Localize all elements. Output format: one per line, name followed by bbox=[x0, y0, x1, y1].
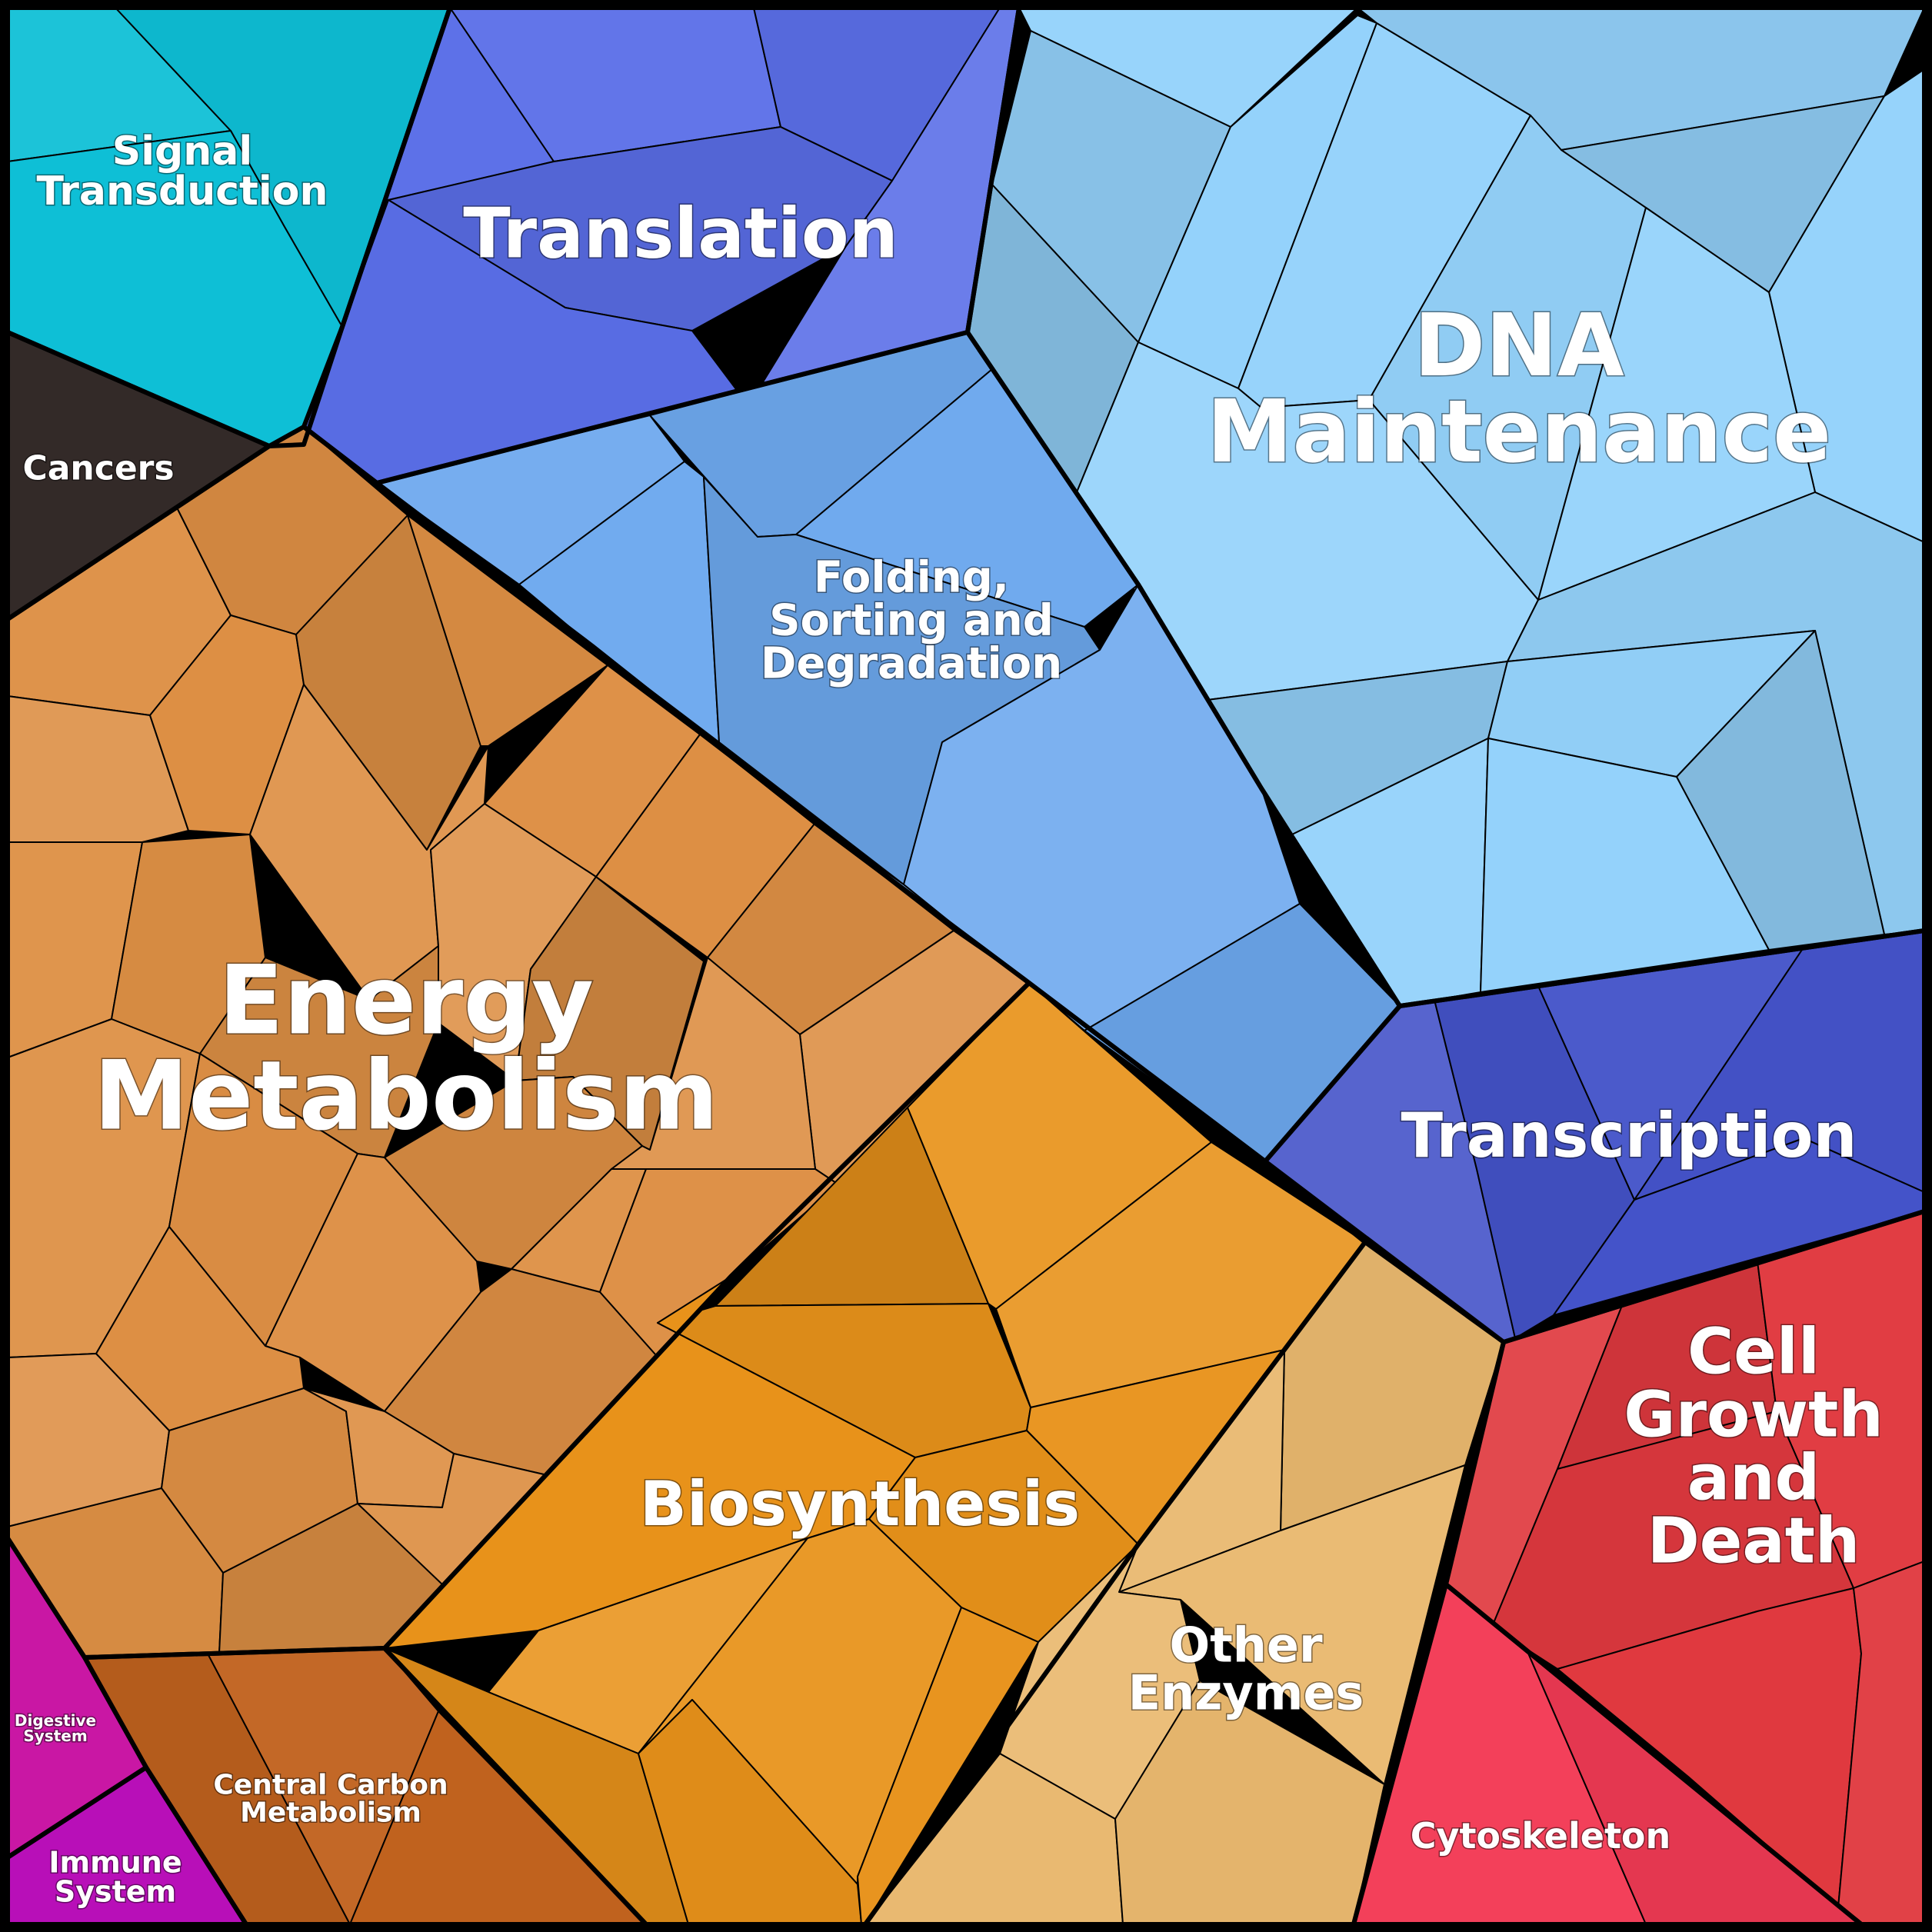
energy-metabolism-label: Energy Metabolism bbox=[94, 945, 718, 1151]
immune-system-label: Immune System bbox=[48, 1845, 182, 1908]
cell-growth-death-label-line: Cell bbox=[1687, 1316, 1820, 1389]
energy-metabolism-label-line: Energy bbox=[218, 945, 594, 1056]
cell-growth-death-label-line: Death bbox=[1647, 1505, 1860, 1578]
folding-sorting-degradation-label-line: Degradation bbox=[761, 639, 1062, 689]
digestive-system-label-line: Digestive bbox=[15, 1711, 96, 1730]
immune-system-label-line: System bbox=[55, 1874, 176, 1908]
immune-system-label-line: Immune bbox=[48, 1845, 182, 1879]
central-carbon-metabolism-label-line: Metabolism bbox=[240, 1797, 421, 1829]
other-enzymes-label-line: Other bbox=[1169, 1617, 1323, 1674]
dna-maintenance-label: DNA Maintenance bbox=[1207, 296, 1831, 482]
labels-layer: Signal Transduction Translation DNA Maintena… bbox=[13, 128, 1884, 1910]
signal-transduction-label-line: Signal bbox=[112, 128, 252, 175]
other-enzymes-cell bbox=[1118, 1464, 1466, 1785]
cytoskeleton-label-line: Cytoskeleton bbox=[1411, 1815, 1671, 1857]
translation-label: Translation bbox=[463, 194, 898, 275]
dna-maintenance-label-line: DNA bbox=[1414, 296, 1624, 396]
other-enzymes-label: Other Enzymes bbox=[1128, 1617, 1364, 1721]
signal-transduction-label: Signal Transduction bbox=[37, 128, 328, 215]
cytoskeleton-label: Cytoskeleton bbox=[1411, 1815, 1671, 1857]
central-carbon-metabolism-label: Central Carbon Metabolism bbox=[213, 1770, 448, 1829]
other-enzymes-label-line: Enzymes bbox=[1128, 1665, 1364, 1721]
biosynthesis-label: Biosynthesis bbox=[640, 1468, 1080, 1540]
cancers-label: Cancers bbox=[22, 448, 174, 488]
transcription-label: Transcription bbox=[1401, 1100, 1857, 1171]
cell-growth-death-label-line: Growth bbox=[1624, 1379, 1883, 1452]
cancers-label-line: Cancers bbox=[22, 448, 174, 488]
dna-maintenance-label-line: Maintenance bbox=[1207, 382, 1831, 482]
translation-label-line: Translation bbox=[463, 194, 898, 275]
signal-transduction-label-line: Transduction bbox=[37, 168, 328, 215]
digestive-system-label-line: System bbox=[23, 1727, 87, 1745]
folding-sorting-degradation-label-line: Folding, bbox=[814, 553, 1009, 603]
transcription-label-line: Transcription bbox=[1401, 1100, 1857, 1171]
folding-sorting-degradation-label-line: Sorting and bbox=[769, 596, 1054, 646]
folding-sorting-degradation-label: Folding, Sorting and Degradation bbox=[761, 553, 1062, 689]
cell-growth-death-label: Cell Growth and Death bbox=[1624, 1316, 1883, 1578]
energy-metabolism-label-line: Metabolism bbox=[94, 1041, 718, 1151]
cell-growth-death-label-line: and bbox=[1687, 1442, 1820, 1515]
energy-metabolism-cell bbox=[295, 515, 481, 851]
digestive-system-label: Digestive System bbox=[15, 1711, 96, 1745]
central-carbon-metabolism-label-line: Central Carbon bbox=[213, 1770, 448, 1801]
biosynthesis-label-line: Biosynthesis bbox=[640, 1468, 1080, 1540]
